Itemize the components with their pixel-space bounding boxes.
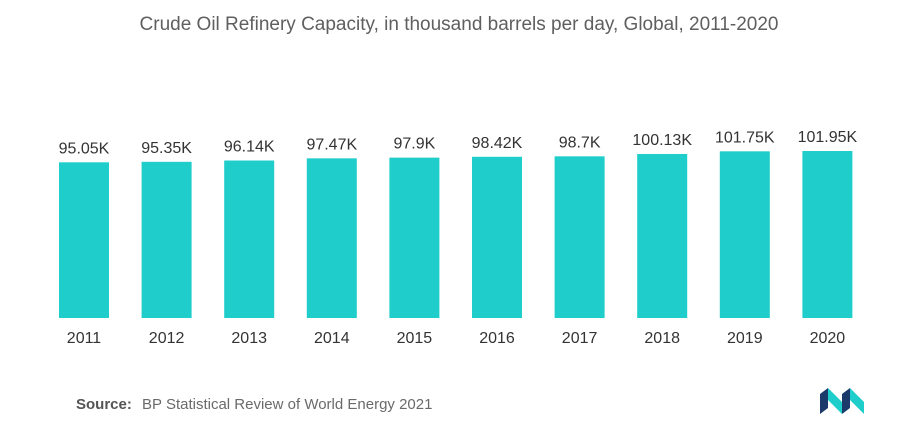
- x-tick-label-2011: 2011: [67, 330, 102, 347]
- data-label-2020: 101.95K: [798, 129, 858, 146]
- data-label-2017: 98.7K: [559, 134, 601, 151]
- bar-2015: [389, 157, 440, 318]
- data-label-2011: 95.05K: [59, 140, 110, 157]
- x-tick-label-2016: 2016: [479, 330, 515, 347]
- bar-2016: [472, 156, 522, 318]
- data-label-2016: 98.42K: [472, 135, 523, 152]
- data-label-2019: 101.75K: [715, 129, 775, 146]
- bar-2020: [802, 151, 853, 318]
- source-note: Source: BP Statistical Review of World E…: [76, 396, 432, 413]
- data-label-2013: 96.14K: [224, 139, 275, 156]
- bar-2011: [59, 162, 109, 318]
- bar-2019: [719, 151, 770, 318]
- bar-2013: [224, 160, 275, 318]
- chart-title: Crude Oil Refinery Capacity, in thousand…: [139, 14, 779, 35]
- data-label-2012: 95.35K: [141, 140, 192, 157]
- bar-2012: [141, 161, 192, 318]
- x-tick-label-2012: 2012: [149, 330, 185, 347]
- bar-2017: [554, 156, 605, 318]
- x-tick-label-2015: 2015: [397, 330, 433, 347]
- bar-2014: [306, 158, 357, 318]
- data-label-2014: 97.47K: [306, 136, 357, 153]
- x-tick-label-2017: 2017: [562, 330, 598, 347]
- source-label: Source:: [76, 396, 132, 413]
- x-tick-label-2019: 2019: [727, 330, 763, 347]
- x-tick-label-2018: 2018: [644, 330, 680, 347]
- data-label-2015: 97.9K: [393, 136, 435, 153]
- bar-2018: [637, 153, 688, 318]
- x-tick-label-2013: 2013: [231, 330, 267, 347]
- data-label-2018: 100.13K: [632, 132, 692, 149]
- source-text: BP Statistical Review of World Energy 20…: [142, 396, 433, 413]
- mordor-logo-icon: [820, 388, 864, 414]
- x-tick-label-2014: 2014: [314, 330, 350, 347]
- x-tick-label-2020: 2020: [810, 330, 846, 347]
